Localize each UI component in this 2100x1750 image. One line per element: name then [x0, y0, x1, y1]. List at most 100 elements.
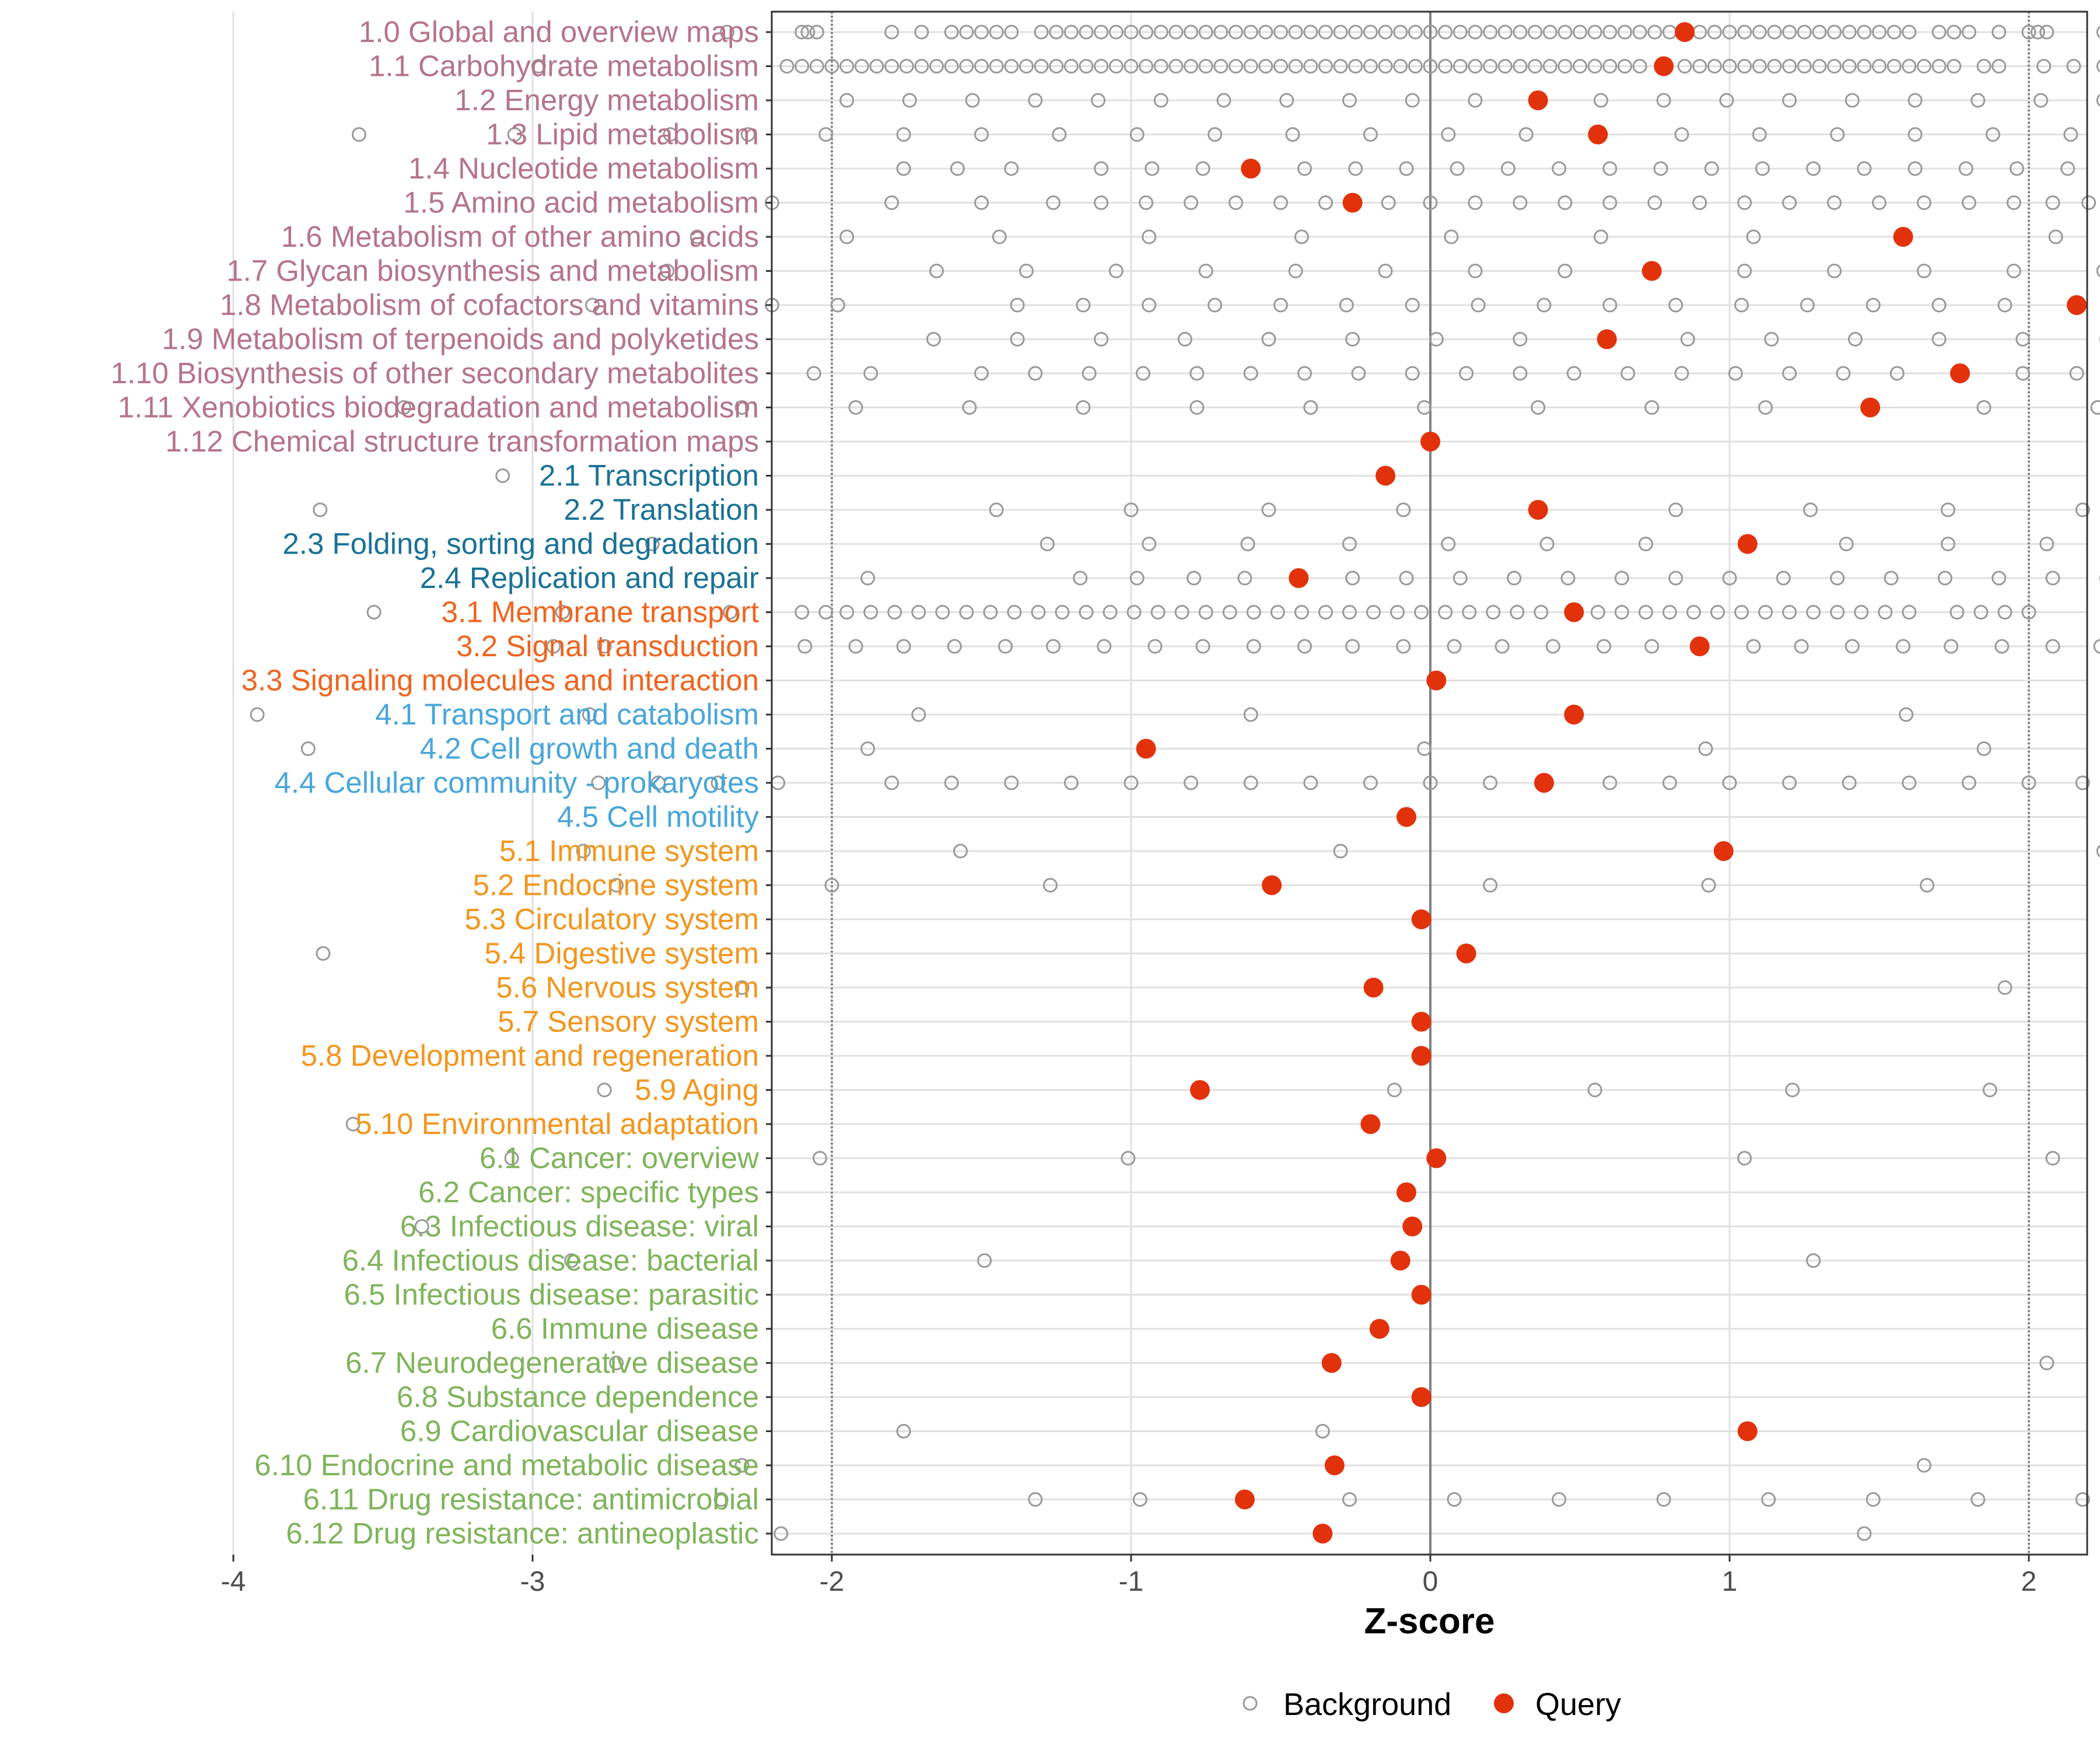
- background-point: [1513, 59, 1528, 74]
- background-point: [1752, 59, 1767, 74]
- background-point: [1028, 93, 1043, 108]
- category-label: 5.3 Circulatory system: [465, 902, 759, 936]
- background-point: [1593, 93, 1608, 108]
- background-point: [794, 605, 810, 620]
- background-point: [1414, 605, 1429, 620]
- background-point: [1423, 24, 1438, 40]
- background-point: [779, 59, 794, 74]
- background-point: [1345, 332, 1360, 346]
- background-point: [1452, 59, 1468, 74]
- background-point: [1692, 59, 1707, 74]
- background-point: [1270, 605, 1285, 620]
- background-point: [974, 24, 989, 40]
- background-point: [1007, 605, 1022, 620]
- background-point: [1800, 298, 1815, 313]
- query-point: [1456, 943, 1476, 964]
- background-point: [2048, 229, 2063, 244]
- background-point: [1944, 639, 1959, 654]
- background-point: [1782, 775, 1797, 790]
- background-point: [2015, 332, 2031, 346]
- background-point: [1513, 195, 1528, 210]
- background-point: [959, 605, 974, 620]
- background-point: [1363, 59, 1378, 74]
- query-point: [1588, 124, 1608, 145]
- query-point: [1564, 705, 1584, 724]
- category-label: 6.6 Immune disease: [491, 1312, 759, 1345]
- background-point: [1288, 264, 1303, 278]
- background-point: [2075, 1492, 2090, 1507]
- background-point: [1184, 59, 1199, 74]
- background-point: [1177, 332, 1192, 346]
- background-point: [1902, 775, 1917, 790]
- category-label: 6.11 Drug resistance: antimicrobial: [303, 1483, 759, 1516]
- background-point: [1947, 59, 1962, 74]
- background-point: [1958, 161, 1973, 176]
- category-label: 1.4 Nucleotide metabolism: [408, 152, 759, 185]
- background-point: [1452, 24, 1468, 40]
- background-point: [1854, 605, 1869, 620]
- background-point: [1971, 1492, 1986, 1507]
- background-point: [1294, 229, 1309, 244]
- background-point: [1153, 24, 1168, 40]
- background-point: [1124, 59, 1139, 74]
- background-point: [1063, 24, 1079, 40]
- category-label: 5.1 Immune system: [499, 834, 759, 867]
- background-point: [1994, 639, 2010, 654]
- category-label: 6.8 Substance dependence: [397, 1380, 759, 1413]
- query-point: [1342, 192, 1363, 213]
- background-point: [983, 605, 998, 620]
- background-point: [974, 195, 989, 210]
- background-point: [1348, 59, 1363, 74]
- background-point: [650, 775, 666, 790]
- background-point: [1228, 59, 1244, 74]
- background-point: [1830, 570, 1845, 586]
- background-point: [1803, 502, 1818, 517]
- background-point: [576, 844, 591, 859]
- background-point: [1363, 775, 1378, 790]
- background-point: [1845, 93, 1860, 108]
- background-point: [1417, 741, 1432, 756]
- background-point: [1345, 570, 1360, 586]
- background-point: [1916, 195, 1931, 210]
- query-point: [1597, 329, 1617, 349]
- background-point: [839, 59, 855, 74]
- background-point: [1378, 59, 1393, 74]
- background-point: [250, 707, 265, 722]
- background-point: [884, 775, 900, 790]
- background-point: [1647, 24, 1662, 40]
- background-point: [998, 639, 1013, 654]
- background-point: [2096, 94, 2100, 107]
- background-point: [1785, 1083, 1800, 1097]
- background-point: [734, 400, 750, 415]
- category-label: 2.2 Translation: [564, 493, 759, 526]
- background-point: [1273, 59, 1288, 74]
- background-point: [2096, 845, 2100, 858]
- background-point: [1653, 161, 1668, 176]
- background-point: [974, 366, 989, 381]
- background-point: [1614, 570, 1629, 586]
- category-label: 5.10 Environmental adaptation: [355, 1107, 759, 1140]
- background-point: [2006, 195, 2021, 210]
- background-point: [2036, 59, 2052, 74]
- background-point: [1208, 127, 1223, 142]
- query-point: [1324, 1455, 1345, 1475]
- background-point: [1142, 537, 1157, 551]
- background-point: [1246, 605, 1261, 620]
- background-point: [1294, 605, 1309, 620]
- background-point: [1931, 298, 1947, 313]
- background-point: [1674, 127, 1689, 142]
- background-point: [1536, 298, 1552, 313]
- background-point: [1396, 639, 1411, 654]
- background-point: [1468, 93, 1483, 108]
- background-point: [1884, 570, 1899, 586]
- background-point: [2045, 570, 2060, 586]
- background-point: [507, 127, 522, 142]
- background-point: [2045, 1151, 2060, 1166]
- background-point: [1542, 59, 1558, 74]
- background-point: [1587, 59, 1602, 74]
- background-point: [1734, 298, 1749, 313]
- background-point: [2039, 1356, 2054, 1370]
- background-point: [1982, 1083, 1997, 1097]
- background-point: [1405, 298, 1420, 313]
- background-point: [1794, 639, 1809, 654]
